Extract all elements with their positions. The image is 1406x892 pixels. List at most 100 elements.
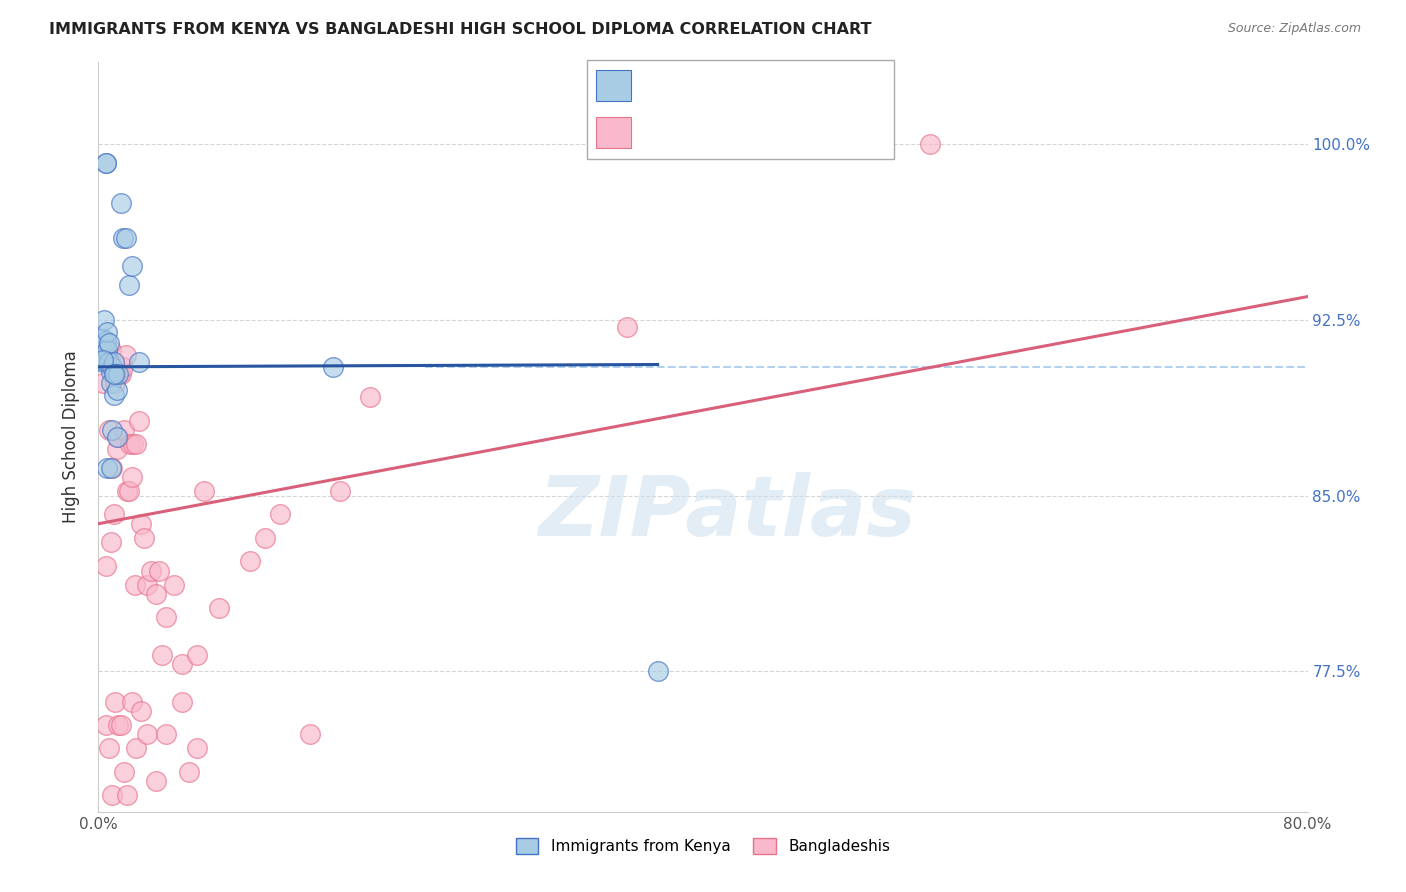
Point — [107, 430, 129, 444]
Point — [112, 423, 135, 437]
Point — [121, 695, 143, 709]
Point — [107, 367, 129, 381]
Point — [110, 195, 132, 210]
Point — [269, 508, 291, 522]
Legend: Immigrants from Kenya, Bangladeshis: Immigrants from Kenya, Bangladeshis — [509, 832, 897, 860]
Point — [128, 414, 150, 428]
Point — [100, 343, 122, 358]
Point — [103, 367, 125, 381]
Y-axis label: High School Diploma: High School Diploma — [62, 351, 80, 524]
Point — [150, 648, 173, 662]
Point — [94, 348, 117, 362]
Point — [115, 483, 138, 498]
Point — [135, 577, 157, 591]
Point — [91, 355, 114, 369]
Point — [100, 376, 122, 391]
Point — [100, 364, 122, 378]
Point — [98, 423, 121, 437]
Point — [122, 437, 145, 451]
Point — [105, 383, 128, 397]
Point — [170, 657, 193, 672]
Point — [135, 727, 157, 741]
Point — [111, 231, 134, 245]
Point — [360, 390, 382, 404]
Point — [93, 343, 115, 358]
Point — [94, 156, 117, 170]
Bar — [596, 70, 631, 101]
Point — [94, 334, 117, 348]
Point — [103, 508, 125, 522]
Point — [110, 367, 132, 381]
Point — [616, 320, 638, 334]
Point — [108, 367, 131, 381]
Point — [105, 442, 128, 456]
Point — [299, 727, 322, 741]
Point — [103, 355, 125, 369]
Point — [104, 367, 127, 381]
Point — [124, 577, 146, 591]
Text: ZIPatlas: ZIPatlas — [538, 472, 917, 552]
Point — [186, 648, 208, 662]
Point — [208, 601, 231, 615]
Point — [94, 718, 117, 732]
Point — [96, 325, 118, 339]
Point — [121, 470, 143, 484]
Point — [253, 531, 276, 545]
Point — [120, 437, 142, 451]
Point — [125, 437, 148, 451]
Point — [101, 423, 124, 437]
Point — [110, 718, 132, 732]
Point — [118, 277, 141, 292]
Point — [129, 704, 152, 718]
Point — [186, 741, 208, 756]
Point — [111, 359, 134, 374]
Point — [94, 558, 117, 573]
Point — [91, 376, 114, 391]
Text: Source: ZipAtlas.com: Source: ZipAtlas.com — [1227, 22, 1361, 36]
Point — [132, 531, 155, 545]
Point — [193, 483, 215, 498]
Point — [155, 610, 177, 624]
Point — [141, 564, 163, 578]
Point — [179, 764, 201, 779]
Point — [103, 388, 125, 402]
Point — [105, 430, 128, 444]
Point — [101, 460, 124, 475]
Point — [96, 460, 118, 475]
Text: R =  0.202    N = 62: R = 0.202 N = 62 — [647, 124, 828, 142]
Point — [114, 231, 136, 245]
Bar — [596, 118, 631, 148]
Point — [91, 332, 114, 346]
Point — [155, 727, 177, 741]
Point — [329, 483, 352, 498]
Text: IMMIGRANTS FROM KENYA VS BANGLADESHI HIGH SCHOOL DIPLOMA CORRELATION CHART: IMMIGRANTS FROM KENYA VS BANGLADESHI HIG… — [49, 22, 872, 37]
Point — [170, 695, 193, 709]
Point — [163, 577, 186, 591]
Point — [148, 564, 170, 578]
Point — [101, 359, 124, 374]
Point — [115, 789, 138, 803]
Point — [918, 137, 941, 152]
Point — [104, 376, 127, 391]
Point — [104, 695, 127, 709]
Point — [114, 348, 136, 362]
Point — [101, 789, 124, 803]
Point — [239, 554, 262, 568]
Point — [94, 352, 117, 367]
Point — [100, 535, 122, 549]
Point — [145, 774, 167, 789]
Point — [98, 355, 121, 369]
FancyBboxPatch shape — [586, 60, 894, 159]
Point — [121, 259, 143, 273]
Point — [129, 516, 152, 531]
Point — [322, 359, 344, 374]
Point — [98, 741, 121, 756]
Point — [112, 764, 135, 779]
Point — [107, 718, 129, 732]
Point — [125, 741, 148, 756]
Point — [90, 352, 112, 367]
Text: R =  0.005    N = 39: R = 0.005 N = 39 — [647, 77, 828, 95]
Point — [96, 343, 118, 358]
Point — [94, 156, 117, 170]
Point — [118, 483, 141, 498]
